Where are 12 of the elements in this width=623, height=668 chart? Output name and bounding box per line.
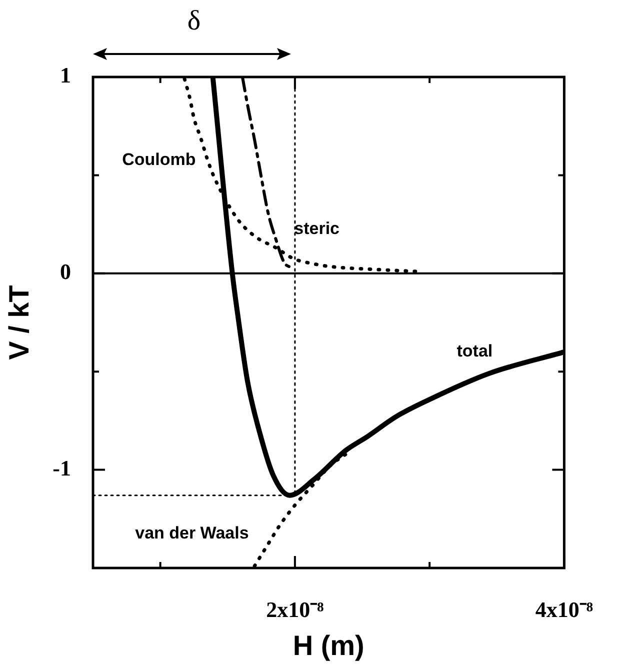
y-tick-label: -1 [52,455,71,480]
series-label: Coulomb [122,150,196,170]
series-label: total [456,342,493,361]
text: δ [187,5,201,36]
series-label: steric [294,218,340,238]
x-tick-label: 4x10⁻⁸ [535,596,594,622]
y-tick-label: 0 [60,259,71,284]
series-label: van der Waals [135,523,249,542]
x-tick-label: 2x10⁻⁸ [266,596,324,622]
x-axis-title: H (m) [292,630,364,661]
y-tick-label: 1 [60,62,71,88]
y-axis-title: V / kT [4,285,35,360]
